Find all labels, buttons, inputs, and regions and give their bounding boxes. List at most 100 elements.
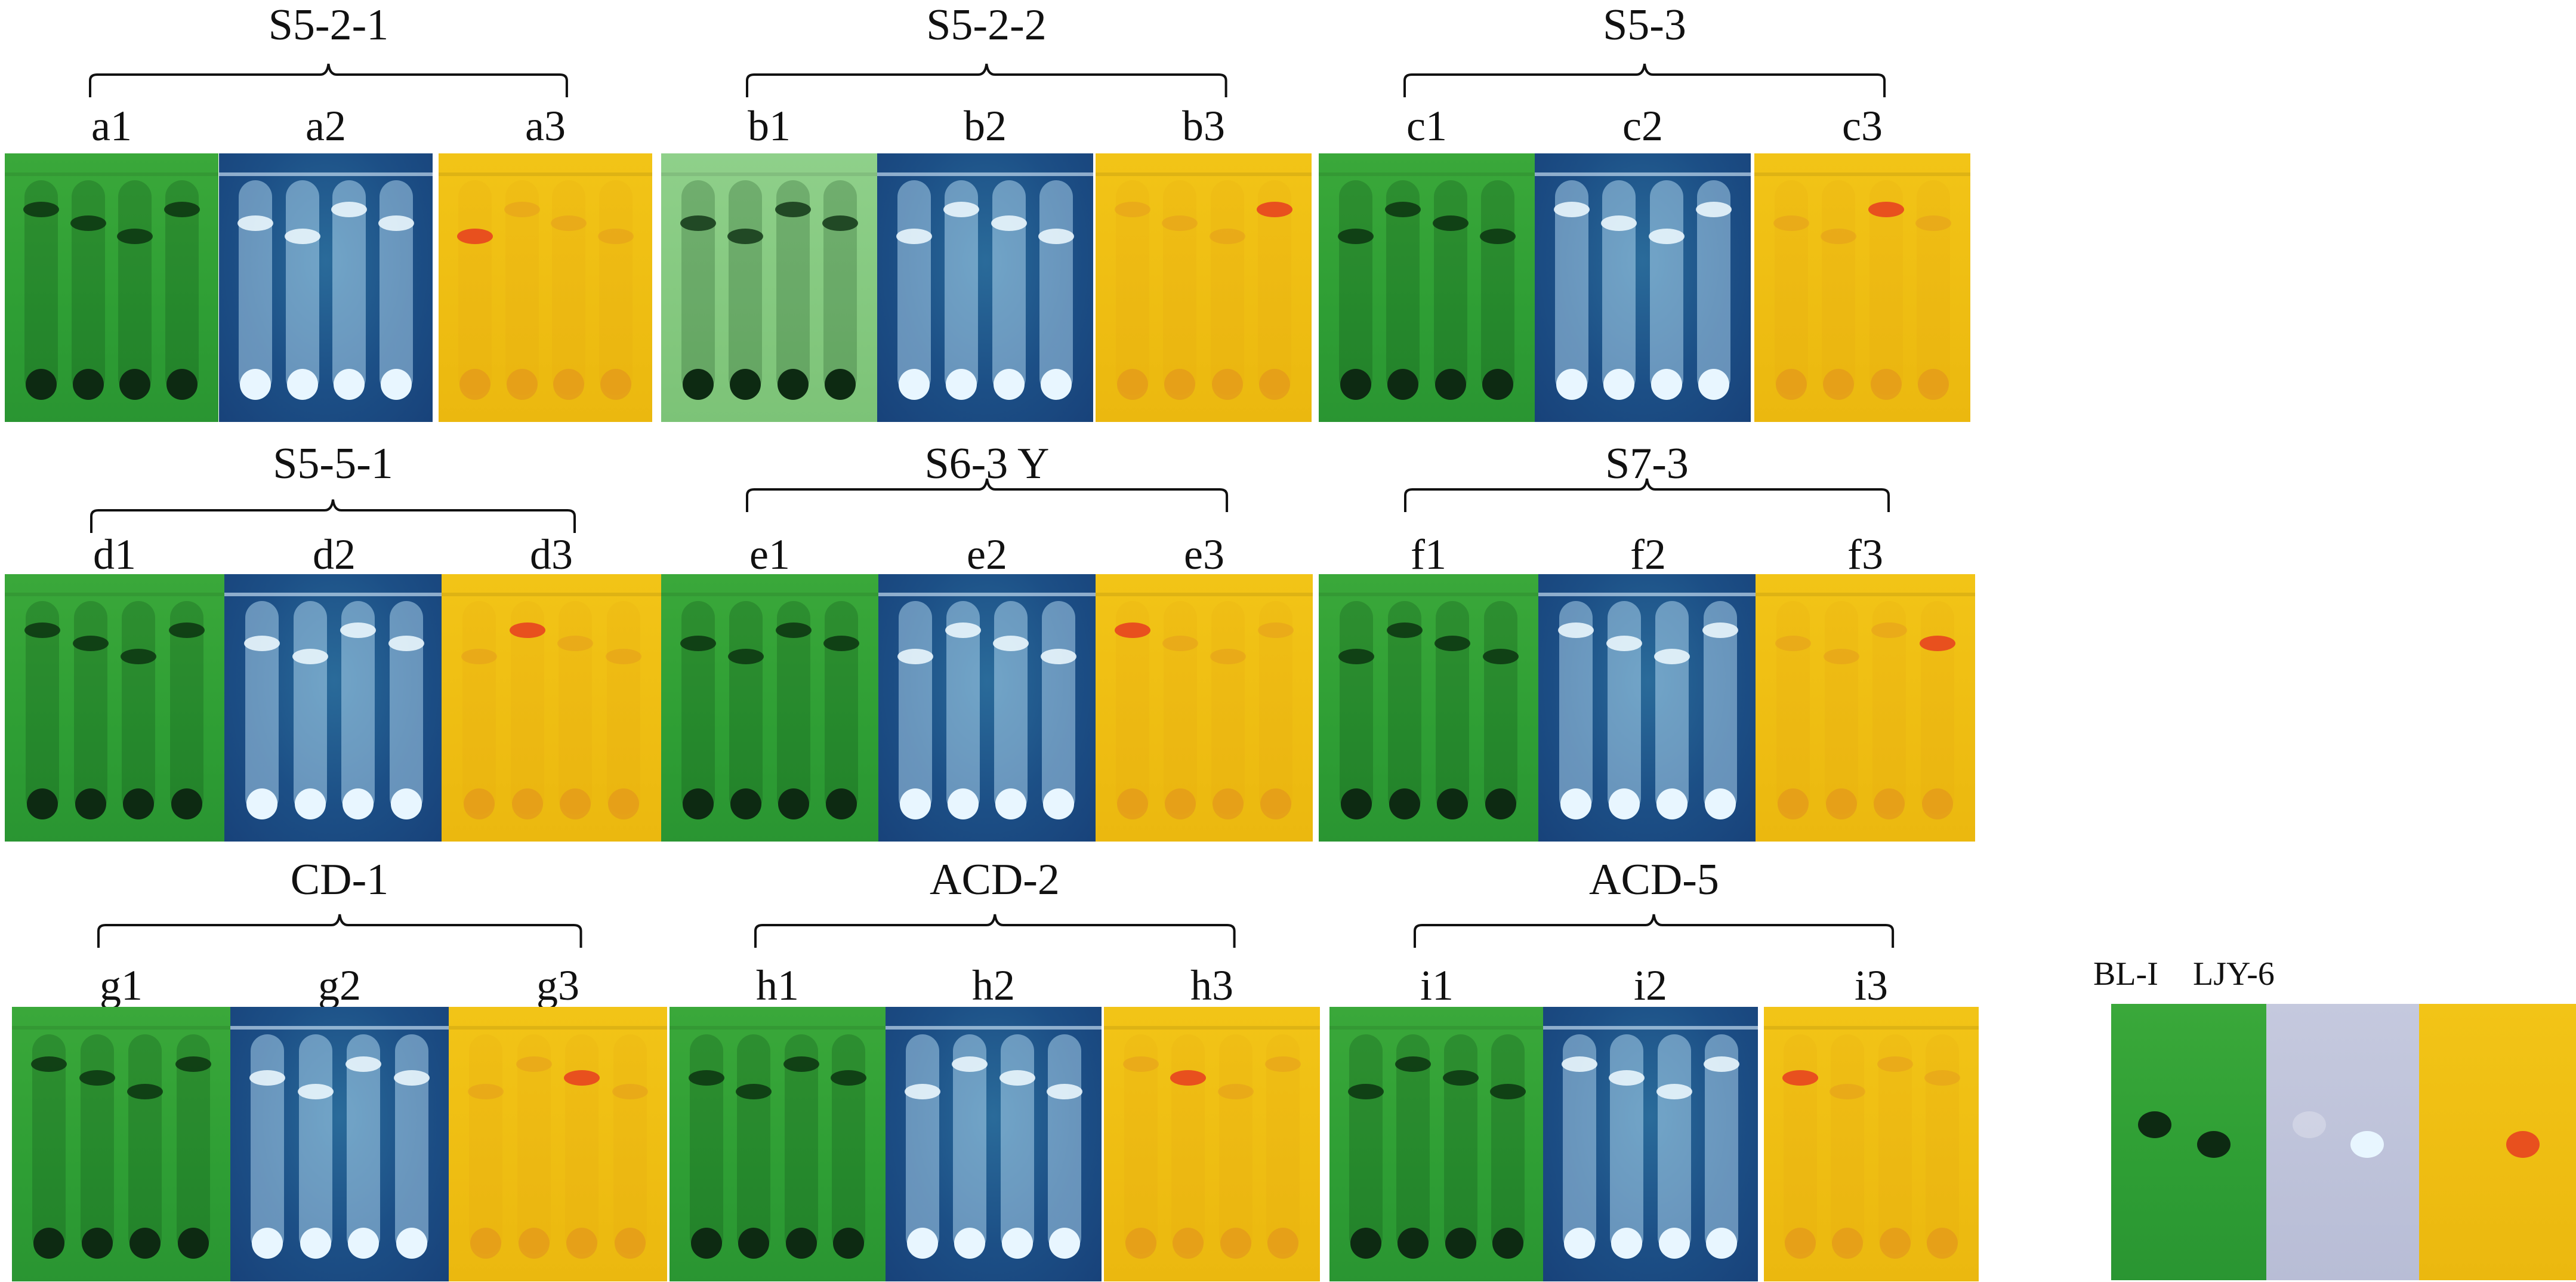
plate-label-f1: f1 bbox=[1411, 531, 1446, 578]
tlc-plate-c2 bbox=[1535, 153, 1751, 422]
group-bracket bbox=[745, 478, 1229, 512]
plate-label-g1: g1 bbox=[100, 962, 143, 1009]
tlc-band bbox=[1122, 1056, 1159, 1072]
solvent-front bbox=[230, 1026, 449, 1030]
tlc-spot bbox=[1213, 788, 1244, 820]
plate-label-e2: e2 bbox=[967, 531, 1007, 578]
tlc-band bbox=[1395, 1056, 1432, 1072]
standard-plate-1 bbox=[2111, 1004, 2266, 1280]
solvent-front bbox=[219, 172, 433, 176]
plate-label-f3: f3 bbox=[1847, 531, 1883, 578]
tlc-band bbox=[1821, 229, 1857, 244]
tlc-lane bbox=[1491, 1034, 1525, 1254]
tlc-plate-b1 bbox=[661, 153, 877, 422]
tlc-band bbox=[1338, 649, 1374, 665]
tlc-spot bbox=[1870, 369, 1902, 400]
tlc-plate-i1 bbox=[1329, 1007, 1544, 1281]
tlc-band bbox=[1920, 636, 1956, 652]
tlc-lane bbox=[559, 600, 593, 815]
tlc-lane bbox=[1039, 180, 1073, 395]
tlc-band bbox=[504, 202, 540, 217]
solvent-front bbox=[12, 1026, 230, 1030]
tlc-spot bbox=[1125, 1227, 1156, 1259]
plate-label-i3: i3 bbox=[1854, 962, 1889, 1009]
tlc-band bbox=[727, 649, 764, 665]
solvent-front bbox=[5, 593, 224, 597]
tlc-band bbox=[822, 215, 859, 231]
plate-label-b2: b2 bbox=[964, 102, 1007, 150]
tlc-band bbox=[557, 636, 594, 652]
tlc-band bbox=[243, 636, 280, 652]
tlc-spot bbox=[682, 369, 714, 400]
tlc-lane bbox=[737, 1034, 771, 1254]
tlc-band bbox=[121, 649, 157, 665]
tlc-lane bbox=[1774, 180, 1808, 395]
tlc-band bbox=[31, 1056, 67, 1072]
tlc-lane bbox=[1824, 600, 1858, 815]
tlc-plate-b3 bbox=[1096, 153, 1312, 422]
tlc-band bbox=[1775, 636, 1811, 652]
tlc-spot bbox=[954, 1227, 986, 1259]
tlc-lane bbox=[825, 600, 859, 815]
tlc-band bbox=[393, 1070, 430, 1086]
tlc-spot bbox=[1389, 788, 1420, 820]
tlc-plate-e2 bbox=[878, 574, 1096, 842]
tlc-plate-f2 bbox=[1538, 574, 1758, 842]
tlc-spot bbox=[1267, 1227, 1299, 1259]
tlc-lane bbox=[1115, 180, 1149, 395]
tlc-spot bbox=[899, 788, 931, 820]
tlc-band bbox=[24, 622, 60, 638]
tlc-plate-d1 bbox=[5, 574, 224, 842]
tlc-lane bbox=[1917, 180, 1951, 395]
tlc-plate-a3 bbox=[439, 153, 652, 422]
tlc-lane bbox=[565, 1034, 599, 1254]
tlc-spot bbox=[348, 1227, 380, 1259]
tlc-band bbox=[1773, 215, 1809, 231]
tlc-band bbox=[1209, 229, 1245, 244]
tlc-band bbox=[993, 636, 1029, 652]
tlc-band bbox=[1265, 1056, 1301, 1072]
tlc-plate-d2 bbox=[224, 574, 444, 842]
tlc-spot bbox=[1698, 369, 1730, 400]
plate-label-h1: h1 bbox=[756, 962, 799, 1009]
tlc-spot bbox=[1705, 788, 1736, 820]
tlc-band bbox=[564, 1070, 600, 1086]
tlc-band bbox=[461, 649, 497, 665]
tlc-plate-h2 bbox=[886, 1007, 1102, 1281]
plate-label-d2: d2 bbox=[313, 531, 356, 578]
tlc-band bbox=[23, 202, 59, 217]
tlc-plate-a1 bbox=[5, 153, 218, 422]
tlc-spot bbox=[690, 1227, 722, 1259]
tlc-band bbox=[727, 229, 764, 244]
tlc-spot bbox=[1116, 788, 1148, 820]
tlc-band bbox=[1557, 622, 1594, 638]
tlc-spot bbox=[177, 1227, 209, 1259]
tlc-spot bbox=[1350, 1227, 1382, 1259]
tlc-spot bbox=[252, 1227, 283, 1259]
tlc-band bbox=[249, 1070, 286, 1086]
tlc-spot bbox=[993, 369, 1025, 400]
group-label-c: S5-3 bbox=[1603, 1, 1686, 50]
tlc-spot bbox=[1832, 1227, 1864, 1259]
tlc-spot bbox=[1608, 788, 1640, 820]
tlc-lane bbox=[80, 1034, 114, 1254]
tlc-spot bbox=[1560, 788, 1591, 820]
tlc-spot bbox=[1049, 1227, 1081, 1259]
tlc-band bbox=[1924, 1070, 1960, 1086]
tlc-lane bbox=[285, 180, 319, 395]
reference-spot bbox=[2196, 1130, 2231, 1158]
tlc-lane bbox=[1259, 600, 1293, 815]
tlc-band bbox=[1210, 649, 1247, 665]
tlc-lane bbox=[898, 600, 932, 815]
group-label-d: S5-5-1 bbox=[273, 439, 393, 488]
tlc-band bbox=[904, 1083, 940, 1099]
reference-spot bbox=[2447, 1111, 2480, 1138]
tlc-spot bbox=[1492, 1227, 1523, 1259]
tlc-lane bbox=[118, 180, 152, 395]
tlc-lane bbox=[992, 180, 1026, 395]
tlc-lane bbox=[1218, 1034, 1252, 1254]
solvent-front bbox=[1319, 172, 1535, 176]
tlc-band bbox=[1609, 1070, 1645, 1086]
tlc-band bbox=[1348, 1083, 1384, 1099]
